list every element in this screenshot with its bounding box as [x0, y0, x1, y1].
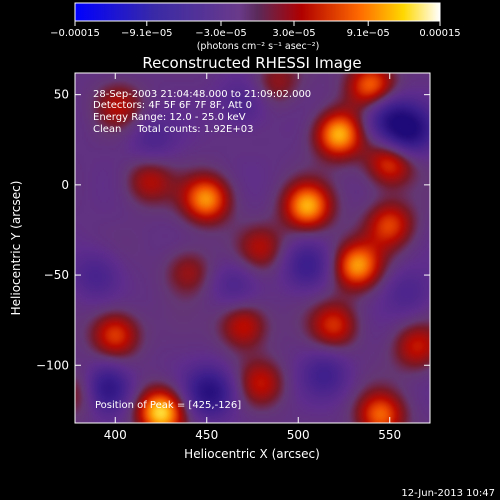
colorbar-tick-label: −9.1e−05: [121, 28, 173, 39]
x-tick-label: 550: [378, 428, 401, 442]
y-tick-label: 0: [61, 178, 69, 192]
colorbar-tick-label: 3.0e−05: [272, 28, 315, 39]
x-tick-label: 400: [104, 428, 127, 442]
x-tick-label: 450: [195, 428, 218, 442]
x-tick-label: 500: [287, 428, 310, 442]
annotation-detectors: Detectors: 4F 5F 6F 7F 8F, Att 0: [93, 100, 252, 111]
colorbar-units: (photons cm⁻² s⁻¹ asec⁻²): [197, 41, 320, 52]
colorbar-tick-label: −3.0e−05: [195, 28, 247, 39]
heatmap-image: [75, 73, 430, 423]
peak-position-label: Position of Peak = [425,-126]: [95, 400, 241, 411]
y-tick-label: 50: [54, 88, 69, 102]
plot-frame: [74, 72, 431, 424]
annotation-energy: Energy Range: 12.0 - 25.0 keV: [93, 112, 246, 123]
annotation-clean: Clean Total counts: 1.92E+03: [93, 124, 253, 135]
y-tick-label: −50: [44, 268, 69, 282]
colorbar-tick-label: 0.00015: [419, 28, 460, 39]
y-tick-label: −100: [36, 358, 69, 372]
x-axis-ticks: 400 450 500 550: [104, 73, 401, 442]
colorbar: [74, 2, 441, 22]
colorbar-ticks: −0.00015 −9.1e−05 −3.0e−05 3.0e−05 9.1e−05 0.…: [50, 21, 461, 39]
x-axis-label: Heliocentric X (arcsec): [184, 447, 320, 461]
y-axis-ticks: 50 0 −50 −100: [36, 88, 430, 372]
y-axis-label: Heliocentric Y (arcsec): [9, 181, 23, 316]
colorbar-tick-label: 9.1e−05: [347, 28, 390, 39]
chart-title: Reconstructed RHESSI Image: [142, 54, 361, 72]
footer-date: 12-Jun-2013 10:47: [401, 488, 495, 499]
colorbar-tick-label: −0.00015: [50, 28, 100, 39]
annotation-time: 28-Sep-2003 21:04:48.000 to 21:09:02.000: [93, 89, 311, 100]
